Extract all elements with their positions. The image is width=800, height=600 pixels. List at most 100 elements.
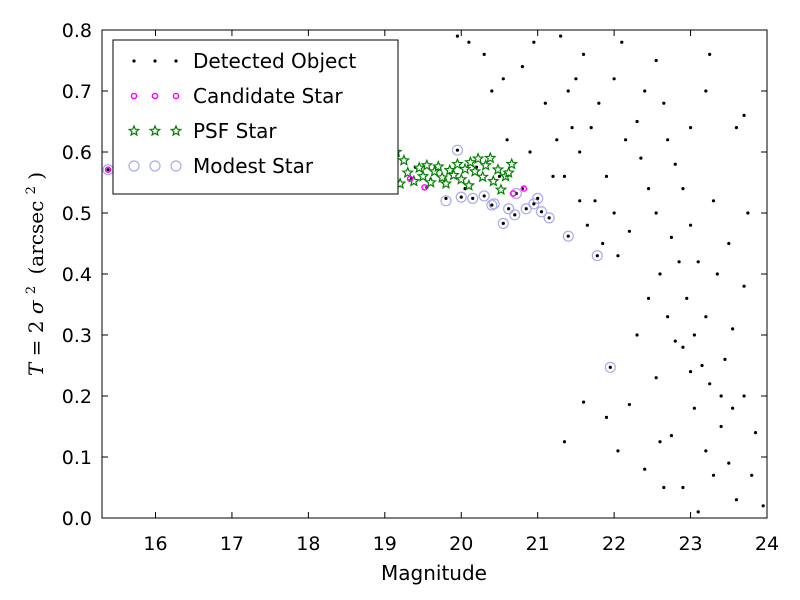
psf-star-point [401,166,415,179]
detected-object-point [734,498,739,502]
detected-object-point [685,296,689,300]
detected-object-point [639,156,643,160]
detected-object-point [654,376,658,380]
detected-object-point [688,126,693,130]
detected-object-point [570,126,574,130]
detected-object-point [719,394,723,398]
detected-object-point [704,449,708,453]
detected-object-point [688,370,693,374]
legend-marker-modest-star [149,160,161,172]
modest-star-point [532,192,544,204]
detected-object-point [723,357,727,361]
detected-object-point [482,52,486,57]
detected-object-point [528,150,532,154]
detected-object-point [490,203,494,207]
detected-object-point [731,327,735,331]
psf-star-point [424,175,437,188]
detected-object-point [627,229,632,233]
data-points [102,34,765,514]
detected-object-point [555,138,559,142]
legend-marker-detected-object [132,59,136,63]
psf-star-point [428,164,441,177]
psf-star-point [464,155,477,168]
detected-object-point [750,473,754,477]
psf-star-point [416,169,430,182]
modest-star-point [455,191,467,203]
psf-star-point [471,152,485,165]
legend-label-modest-star: Modest Star [193,154,314,178]
detected-object-point [593,199,597,203]
detected-object-point [620,40,624,44]
legend-marker-modest-star [170,160,182,172]
detected-object-point [507,207,511,211]
detected-object-point [536,196,540,200]
y-label-unit-close: ) [24,172,48,180]
y-tick-label: 0.8 [62,20,92,42]
detected-object-point [616,254,620,258]
detected-object-point [708,382,712,386]
y-label-t: T [24,361,48,376]
detected-object-point [646,187,651,191]
detected-object-point [643,467,647,471]
detected-object-point [604,415,609,419]
psf-star-point [479,158,493,171]
legend-marker-detected-object [153,59,157,63]
detected-object-point [666,315,670,319]
detected-object-point [578,150,582,154]
detected-object-point [501,77,505,81]
detected-object-point [742,284,746,288]
modest-star-point [535,206,548,218]
psf-star-point [435,171,449,183]
legend-marker-psf-star [148,124,162,137]
x-tick-label: 19 [373,533,397,555]
detected-object-point [677,260,681,264]
detected-object-point [700,363,704,368]
legend-marker-candidate-star [130,92,138,100]
y-label-unit-open: (arcsec [24,201,48,275]
detected-object-point [646,296,651,300]
detected-object-point [635,333,639,337]
detected-object-point [715,272,719,276]
detected-object-point [696,260,700,264]
psf-star-point [505,157,518,170]
detected-object-point [482,194,486,198]
detected-object-point [562,440,567,444]
detected-object-point [513,213,517,217]
detected-object-point [597,101,601,105]
axis-ticks: 16 17 18 19 20 21 22 23 24 0.0 0.1 0.2 0.3 0.4 0.5 0.6 0… [62,20,779,555]
modest-star-point [562,230,574,242]
y-tick-label: 0.1 [62,447,92,469]
detected-object-point [746,211,750,215]
x-tick-label: 22 [602,533,626,555]
legend-marker-modest-star [128,160,140,172]
psf-star-point [407,174,421,187]
modest-star-point [488,198,500,210]
psf-star-point [502,166,515,179]
detected-object-point [455,34,460,38]
psf-star-point [412,161,426,174]
x-tick-label: 21 [526,533,550,555]
detected-object-point [669,434,674,438]
detected-object-point [727,461,731,465]
modest-star-point [440,195,452,207]
modest-star-point [467,192,479,204]
detected-object-point [566,234,570,238]
detected-object-point [654,58,658,63]
detected-object-point [662,101,666,105]
detected-object-point [520,65,525,69]
detected-object-point [666,138,670,142]
y-label-sup: 2 [24,286,39,294]
detected-object-point [711,473,716,477]
detected-object-point [658,272,662,276]
modest-star-point [604,361,616,373]
detected-object-point [623,138,628,142]
detected-object-point [731,406,735,410]
psf-star-point [439,177,453,190]
legend-markers [127,59,183,172]
detected-object-point [608,365,612,369]
detected-object-point [727,241,731,246]
detected-object-point [612,77,616,81]
detected-object-point [612,211,616,215]
detected-object-point [467,40,471,44]
detected-object-point [497,174,502,178]
